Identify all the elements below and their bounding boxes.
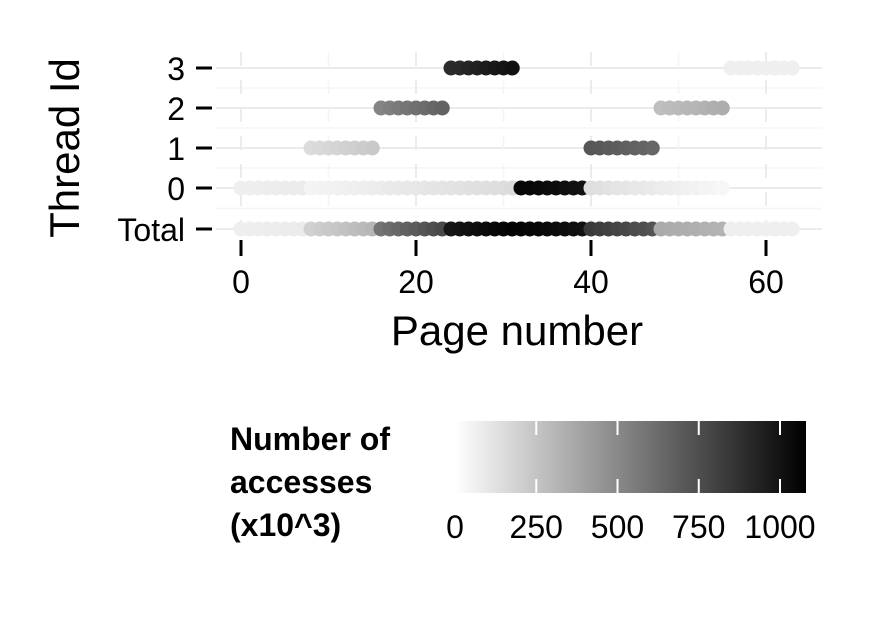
x-tick-label-0: 0 (232, 264, 250, 300)
y-tick-label-0: 0 (167, 171, 185, 207)
x-axis-ticks: 0 20 40 60 (232, 240, 784, 300)
legend-title-line-3: (x10^3) (230, 507, 341, 543)
legend-tick-label-0: 0 (446, 509, 464, 545)
legend-title: Number of accesses (x10^3) (230, 421, 399, 543)
y-tick-label-total: Total (117, 212, 185, 248)
data-point (504, 60, 520, 76)
data-points (233, 60, 800, 237)
y-tick-label-2: 2 (167, 91, 185, 127)
x-tick-label-40: 40 (573, 264, 609, 300)
data-point (784, 60, 800, 76)
legend-tick-label-1000: 1000 (744, 509, 815, 545)
series-thread-total (233, 221, 800, 237)
data-point (434, 100, 450, 116)
x-axis-title: Page number (391, 307, 643, 354)
data-point (364, 140, 380, 156)
series-thread-3 (443, 60, 800, 76)
series-thread-2 (373, 100, 730, 116)
y-axis-ticks: Total 0 1 2 3 (117, 51, 212, 248)
series-thread-1 (303, 140, 660, 156)
legend-tick-label-750: 750 (672, 509, 725, 545)
data-point (714, 100, 730, 116)
y-tick-label-3: 3 (167, 51, 185, 87)
x-tick-label-20: 20 (398, 264, 434, 300)
series-thread-0 (233, 180, 730, 196)
color-legend: Number of accesses (x10^3) 0 250 500 750 100… (230, 421, 816, 545)
data-point (714, 180, 730, 196)
x-tick-label-60: 60 (748, 264, 784, 300)
legend-ticks: 0 250 500 750 1000 (446, 421, 816, 545)
data-point (644, 140, 660, 156)
y-tick-label-1: 1 (167, 131, 185, 167)
legend-title-line-1: Number of (230, 421, 390, 457)
legend-title-line-2: accesses (230, 464, 372, 500)
legend-tick-label-500: 500 (591, 509, 644, 545)
legend-tick-label-250: 250 (510, 509, 563, 545)
legend-color-bar (455, 421, 806, 493)
data-point (784, 221, 800, 237)
y-axis-title: Thread Id (41, 58, 88, 238)
